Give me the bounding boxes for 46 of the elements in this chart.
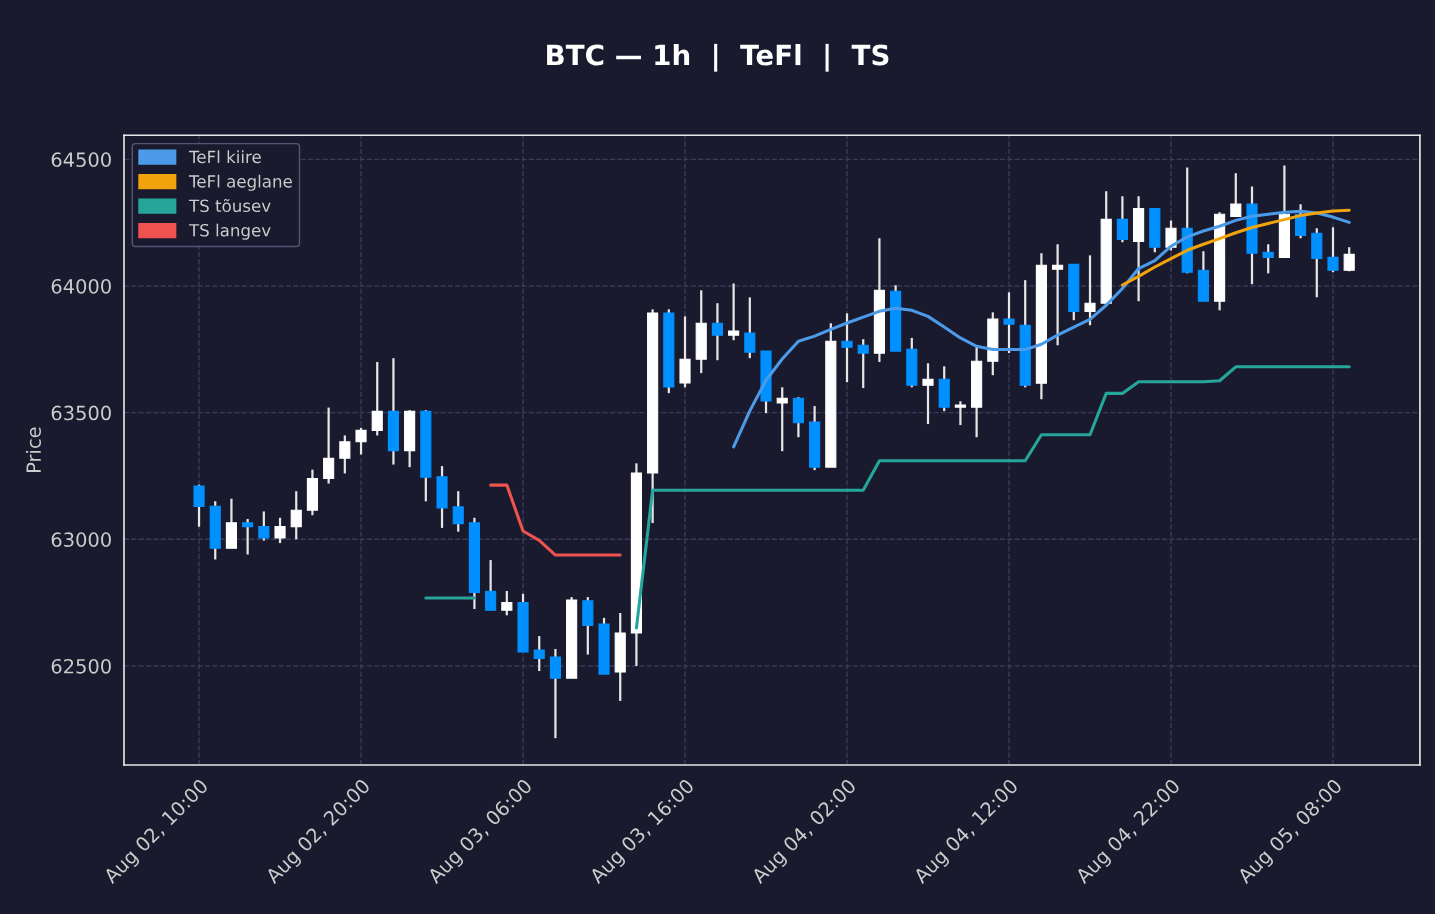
candlestick: [1343, 246, 1355, 273]
candlestick: [452, 490, 464, 533]
line-series: [1120, 208, 1351, 287]
candlestick: [485, 558, 497, 612]
candlestick: [1052, 243, 1064, 347]
candlestick: [290, 490, 302, 541]
legend-label: TS langev: [188, 223, 271, 240]
y-tick-label: 64000: [51, 278, 111, 294]
y-tick-label: 63000: [51, 532, 111, 547]
candlestick: [841, 312, 853, 384]
candlestick: [258, 510, 270, 542]
legend-label: TeFl aeglane: [188, 174, 292, 191]
candlestick: [339, 434, 351, 475]
chart-title: BTC — 1h | TeFl | TS: [547, 43, 889, 72]
candlestick: [1262, 243, 1274, 275]
candlestick: [533, 634, 545, 673]
candlestick: [274, 516, 286, 545]
candlestick: [371, 360, 383, 437]
y-tick-label: 64500: [51, 152, 111, 167]
candlestick: [242, 517, 254, 556]
line-series: [732, 209, 1351, 449]
candlestick: [323, 406, 335, 485]
legend-label: TeFl kiire: [188, 150, 261, 164]
candlestick: [549, 647, 562, 740]
line-series: [489, 483, 622, 557]
candlestick: [1084, 254, 1096, 327]
candlestick: [193, 483, 205, 528]
y-tick-label: 62500: [51, 658, 111, 674]
candlestick: [355, 426, 367, 456]
candlestick: [954, 400, 966, 427]
candlestick: [1327, 226, 1339, 274]
candlestick: [728, 282, 740, 342]
candlestick: [711, 302, 723, 362]
candlestick: [776, 386, 788, 453]
candlestick: [679, 315, 691, 389]
y-axis-title: Price: [25, 427, 41, 472]
legend-label: TS tõusev: [188, 198, 271, 213]
candlestick: [1165, 219, 1177, 252]
candlestick: [1003, 291, 1015, 355]
candlestick: [857, 338, 869, 390]
candlestick: [744, 296, 756, 360]
candlestick: [501, 589, 513, 617]
y-tick-label: 63500: [51, 405, 111, 421]
candlestick: [1116, 195, 1128, 244]
candlestick: [1230, 172, 1242, 218]
candlestick: [922, 362, 934, 426]
